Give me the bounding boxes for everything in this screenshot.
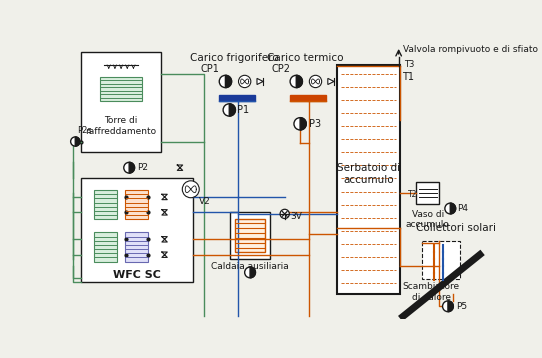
- Polygon shape: [225, 75, 231, 88]
- Circle shape: [443, 301, 453, 312]
- Text: P3: P3: [309, 119, 321, 129]
- Bar: [100, 77, 142, 101]
- Circle shape: [244, 267, 255, 278]
- Text: Valvola rompivuoto e di sfiato: Valvola rompivuoto e di sfiato: [403, 45, 538, 54]
- Text: Carico termico: Carico termico: [267, 53, 344, 63]
- Bar: [81, 178, 193, 282]
- Text: Serbatoio di
accumulo: Serbatoio di accumulo: [337, 163, 400, 185]
- Bar: [125, 232, 149, 262]
- Circle shape: [70, 137, 80, 146]
- Text: Scambiatore
di calore: Scambiatore di calore: [403, 282, 460, 302]
- Polygon shape: [229, 104, 235, 116]
- Polygon shape: [448, 301, 453, 312]
- Text: V2: V2: [199, 197, 211, 206]
- Circle shape: [294, 118, 306, 130]
- Bar: [94, 190, 117, 219]
- Polygon shape: [129, 162, 134, 173]
- Bar: [220, 95, 255, 101]
- Bar: [337, 64, 400, 294]
- Polygon shape: [300, 118, 306, 130]
- Text: CP1: CP1: [201, 64, 220, 74]
- Circle shape: [124, 162, 134, 173]
- Text: CP2: CP2: [271, 64, 290, 74]
- Text: Torre di
raffreddamento: Torre di raffreddamento: [86, 116, 157, 136]
- Text: P1: P1: [237, 105, 249, 115]
- Circle shape: [182, 181, 199, 198]
- Circle shape: [290, 75, 302, 88]
- Text: Carico frigorifero: Carico frigorifero: [190, 53, 279, 63]
- Polygon shape: [296, 75, 302, 88]
- Text: Vaso di
accumulo: Vaso di accumulo: [406, 210, 450, 229]
- Text: Caldaia ausiliaria: Caldaia ausiliaria: [211, 262, 289, 271]
- Bar: [416, 182, 440, 204]
- Bar: [94, 232, 117, 262]
- Text: T2: T2: [408, 190, 417, 199]
- Text: 3V: 3V: [290, 212, 302, 221]
- Text: P4: P4: [457, 204, 468, 213]
- Polygon shape: [257, 78, 263, 84]
- Polygon shape: [75, 137, 80, 146]
- Bar: [81, 52, 161, 152]
- Bar: [422, 241, 460, 279]
- Text: P2: P2: [137, 163, 148, 172]
- Text: WFC SC: WFC SC: [113, 271, 161, 281]
- Text: T1: T1: [403, 72, 415, 82]
- Text: P5: P5: [456, 302, 467, 311]
- Circle shape: [238, 75, 251, 88]
- Circle shape: [220, 75, 231, 88]
- Circle shape: [223, 104, 235, 116]
- Bar: [125, 190, 149, 219]
- Bar: [235, 218, 266, 252]
- Circle shape: [445, 203, 456, 214]
- Polygon shape: [250, 267, 255, 278]
- Bar: [290, 95, 326, 101]
- Bar: [230, 212, 270, 258]
- Text: T3: T3: [404, 60, 415, 69]
- Circle shape: [280, 209, 289, 218]
- Text: Collettori solari: Collettori solari: [416, 223, 495, 233]
- Text: P2s: P2s: [77, 126, 92, 135]
- Polygon shape: [328, 78, 334, 84]
- Polygon shape: [450, 203, 456, 214]
- Circle shape: [309, 75, 321, 88]
